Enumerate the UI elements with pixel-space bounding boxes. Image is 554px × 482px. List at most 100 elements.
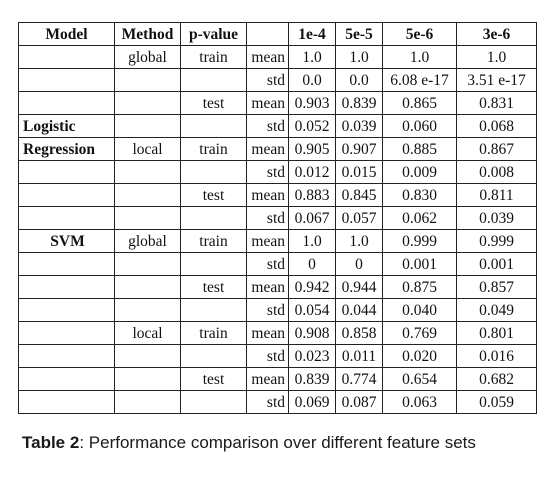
value-cell: 0.811 <box>456 183 537 207</box>
value-cell: 0.907 <box>335 137 383 161</box>
pvalue-cell <box>180 252 247 276</box>
value-cell: 0.831 <box>456 91 537 115</box>
method-cell <box>114 367 181 391</box>
value-cell: 0.857 <box>456 275 537 299</box>
table-row: std 0.023 0.011 0.020 0.016 <box>18 344 537 368</box>
method-cell <box>114 160 181 184</box>
method-cell: local <box>114 321 181 345</box>
stat-cell: mean <box>246 183 289 207</box>
pvalue-cell <box>180 114 247 138</box>
value-cell: 0.682 <box>456 367 537 391</box>
method-cell <box>114 114 181 138</box>
stat-cell: mean <box>246 321 289 345</box>
value-cell: 0 <box>288 252 336 276</box>
table-row: global train mean 1.0 1.0 1.0 1.0 <box>18 45 537 69</box>
value-cell: 1.0 <box>335 229 383 253</box>
value-cell: 0.942 <box>288 275 336 299</box>
stat-cell: std <box>246 298 289 322</box>
pvalue-cell <box>180 68 247 92</box>
value-cell: 0.052 <box>288 114 336 138</box>
stat-cell: std <box>246 206 289 230</box>
table-body: global train mean 1.0 1.0 1.0 1.0 std 0.0 0.0 6.08… <box>18 45 537 414</box>
value-cell: 0.039 <box>335 114 383 138</box>
stat-cell: std <box>246 68 289 92</box>
method-cell <box>114 390 181 414</box>
value-cell: 0.858 <box>335 321 383 345</box>
stat-cell: std <box>246 160 289 184</box>
table-row: test mean 0.942 0.944 0.875 0.857 <box>18 275 537 299</box>
value-cell: 1.0 <box>335 45 383 69</box>
table-row: test mean 0.839 0.774 0.654 0.682 <box>18 367 537 391</box>
method-cell <box>114 206 181 230</box>
value-cell: 0.0 <box>288 68 336 92</box>
header-cell-5e-5: 5e-5 <box>335 22 383 46</box>
stat-cell: mean <box>246 45 289 69</box>
value-cell: 0.774 <box>335 367 383 391</box>
method-cell: global <box>114 45 181 69</box>
value-cell: 0.999 <box>456 229 537 253</box>
value-cell: 0.875 <box>382 275 457 299</box>
method-cell <box>114 68 181 92</box>
pvalue-cell: train <box>180 321 247 345</box>
pvalue-cell: test <box>180 367 247 391</box>
value-cell: 0.057 <box>335 206 383 230</box>
value-cell: 0.067 <box>288 206 336 230</box>
stat-cell: mean <box>246 367 289 391</box>
pvalue-cell: train <box>180 45 247 69</box>
value-cell: 0.063 <box>382 390 457 414</box>
model-cell: Regression <box>18 137 115 161</box>
value-cell: 0.012 <box>288 160 336 184</box>
header-cell-method: Method <box>114 22 181 46</box>
value-cell: 0.015 <box>335 160 383 184</box>
method-cell <box>114 344 181 368</box>
model-cell <box>18 298 115 322</box>
table-row: local train mean 0.908 0.858 0.769 0.801 <box>18 321 537 345</box>
value-cell: 0.883 <box>288 183 336 207</box>
stat-cell: mean <box>246 275 289 299</box>
value-cell: 0.769 <box>382 321 457 345</box>
value-cell: 0.903 <box>288 91 336 115</box>
method-cell <box>114 298 181 322</box>
stat-cell: mean <box>246 137 289 161</box>
method-cell: global <box>114 229 181 253</box>
stat-cell: std <box>246 252 289 276</box>
table-row: std 0.067 0.057 0.062 0.039 <box>18 206 537 230</box>
model-cell <box>18 91 115 115</box>
performance-table: Model Method p-value 1e-4 5e-5 5e-6 3e-6… <box>18 22 537 414</box>
table-row: test mean 0.903 0.839 0.865 0.831 <box>18 91 537 115</box>
caption-text: : Performance comparison over different … <box>79 433 476 452</box>
pvalue-cell <box>180 344 247 368</box>
value-cell: 0.020 <box>382 344 457 368</box>
header-cell-3e-6: 3e-6 <box>456 22 537 46</box>
value-cell: 0.885 <box>382 137 457 161</box>
value-cell: 1.0 <box>288 229 336 253</box>
value-cell: 0.054 <box>288 298 336 322</box>
method-cell <box>114 252 181 276</box>
header-cell-model: Model <box>18 22 115 46</box>
value-cell: 0.999 <box>382 229 457 253</box>
value-cell: 0.654 <box>382 367 457 391</box>
table-caption: Table 2: Performance comparison over dif… <box>22 433 476 453</box>
value-cell: 0.062 <box>382 206 457 230</box>
header-cell-stat <box>246 22 289 46</box>
method-cell <box>114 275 181 299</box>
pvalue-cell: train <box>180 137 247 161</box>
value-cell: 0.049 <box>456 298 537 322</box>
header-row: Model Method p-value 1e-4 5e-5 5e-6 3e-6 <box>18 22 537 46</box>
value-cell: 0.059 <box>456 390 537 414</box>
model-cell <box>18 206 115 230</box>
model-cell: Logistic <box>18 114 115 138</box>
table-row: std 0.069 0.087 0.063 0.059 <box>18 390 537 414</box>
value-cell: 0.839 <box>288 367 336 391</box>
pvalue-cell <box>180 390 247 414</box>
value-cell: 0.944 <box>335 275 383 299</box>
value-cell: 0.040 <box>382 298 457 322</box>
value-cell: 0.905 <box>288 137 336 161</box>
value-cell: 0.068 <box>456 114 537 138</box>
pvalue-cell: test <box>180 91 247 115</box>
model-cell <box>18 275 115 299</box>
value-cell: 0.044 <box>335 298 383 322</box>
pvalue-cell: test <box>180 183 247 207</box>
value-cell: 0.011 <box>335 344 383 368</box>
value-cell: 0.830 <box>382 183 457 207</box>
